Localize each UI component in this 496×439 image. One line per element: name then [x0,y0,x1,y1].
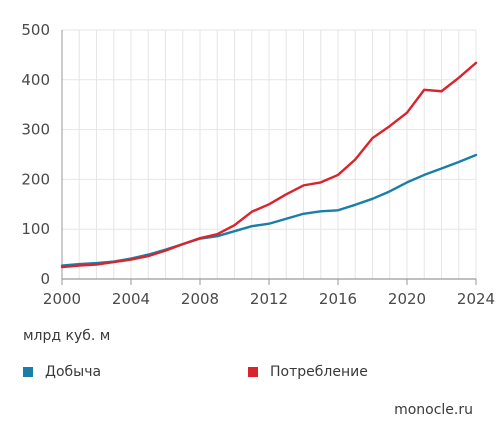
y-tick-label-400: 400 [21,71,50,89]
series-lines [60,61,478,269]
x-tick-label-2008: 2008 [181,290,219,308]
x-tick-label-2004: 2004 [112,290,150,308]
y-tick-label-100: 100 [21,220,50,238]
x-tick-label-2012: 2012 [250,290,288,308]
y-tick-label-300: 300 [21,121,50,139]
legend-label-production: Добыча [45,364,102,380]
axes [61,30,477,285]
source-label: monocle.ru [394,402,473,418]
grid [61,29,477,279]
x-tick-label-2000: 2000 [43,290,81,308]
legend-swatch-consumption [248,367,258,377]
y-tick-label-500: 500 [21,21,50,39]
legend-item-production: Добыча [23,364,101,380]
y-axis-labels: 0 100 200 300 400 500 [21,21,50,288]
legend-swatch-production [23,367,33,377]
unit-label: млрд куб. м [23,328,111,344]
line-chart: 0 100 200 300 400 500 2000 2004 2008 2012 2016 202… [21,21,495,308]
y-tick-label-200: 200 [21,170,50,188]
x-tick-label-2024: 2024 [457,290,495,308]
x-tick-label-2020: 2020 [388,290,426,308]
y-tick-label-0: 0 [40,270,50,288]
x-axis-labels: 2000 2004 2008 2012 2016 2020 2024 [43,290,495,308]
legend-label-consumption: Потребление [270,364,368,380]
series-line-consumption [60,61,478,269]
legend-item-consumption: Потребление [248,364,368,380]
x-tick-label-2016: 2016 [319,290,357,308]
